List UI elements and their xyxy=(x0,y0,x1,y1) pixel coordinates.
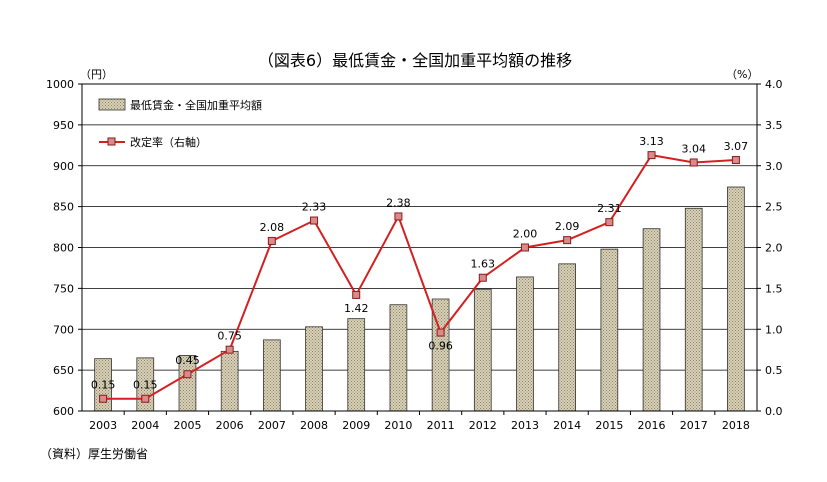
bar xyxy=(347,318,366,412)
data-label: 1.63 xyxy=(471,258,496,271)
line-marker xyxy=(520,243,529,252)
left-axis: 600 650 700 750 800 850 900 950 1000 xyxy=(46,78,82,418)
bar xyxy=(389,304,408,412)
line-marker xyxy=(478,273,487,282)
legend: 最低賃金・全国加重平均額 改定率（右軸） xyxy=(98,98,262,149)
data-label: 2.09 xyxy=(555,220,580,233)
line-marker xyxy=(647,151,656,160)
right-tick-label: 0.0 xyxy=(765,405,783,418)
x-tick-label: 2018 xyxy=(722,419,750,432)
bar-series xyxy=(94,186,745,412)
legend-bar-swatch xyxy=(98,98,126,111)
x-tick-label: 2016 xyxy=(638,419,666,432)
line-marker xyxy=(225,345,234,354)
data-label: 0.15 xyxy=(91,379,116,392)
right-tick-label: 2.0 xyxy=(765,242,783,255)
line-series: 0.15 0.15 0.45 0.75 2.08 2.33 1.42 2.38 0.96 1.63… xyxy=(91,135,749,403)
left-axis-unit: （円） xyxy=(80,68,113,81)
bar xyxy=(263,339,281,412)
data-label: 2.31 xyxy=(597,202,622,215)
line-marker xyxy=(267,236,276,245)
left-tick-label: 950 xyxy=(53,119,74,132)
line-marker xyxy=(183,370,192,379)
x-tick-label: 2013 xyxy=(511,419,539,432)
line-marker xyxy=(394,212,403,221)
right-tick-label: 0.5 xyxy=(765,364,783,377)
data-label: 1.42 xyxy=(344,302,369,315)
x-tick-label: 2015 xyxy=(595,419,623,432)
x-tick-label: 2008 xyxy=(300,419,328,432)
x-tick-label: 2014 xyxy=(553,419,581,432)
left-tick-label: 1000 xyxy=(46,78,74,91)
data-label: 0.45 xyxy=(175,354,200,367)
data-label: 2.08 xyxy=(260,221,285,234)
legend-line-marker xyxy=(107,137,116,146)
data-label: 0.75 xyxy=(217,330,242,343)
right-tick-label: 4.0 xyxy=(765,78,783,91)
legend-line-label: 改定率（右軸） xyxy=(130,135,207,149)
x-tick-label: 2009 xyxy=(342,419,370,432)
line-marker xyxy=(563,236,572,245)
right-tick-label: 2.5 xyxy=(765,201,783,214)
bar xyxy=(473,288,492,412)
x-tick-label: 2003 xyxy=(89,419,117,432)
line-marker xyxy=(689,158,698,167)
right-tick-label: 3.5 xyxy=(765,119,783,132)
line-marker xyxy=(99,394,108,403)
left-tick-label: 600 xyxy=(53,405,74,418)
x-tick-label: 2004 xyxy=(131,419,159,432)
bar xyxy=(642,228,661,412)
x-tick-label: 2017 xyxy=(680,419,708,432)
line-marker xyxy=(436,328,445,337)
x-tick-label: 2005 xyxy=(173,419,201,432)
data-label: 3.13 xyxy=(639,135,664,148)
bar xyxy=(558,263,576,412)
left-tick-label: 700 xyxy=(53,323,74,336)
bar xyxy=(684,207,703,412)
x-tick-label: 2012 xyxy=(469,419,497,432)
right-tick-label: 1.5 xyxy=(765,282,783,295)
data-label: 2.33 xyxy=(302,201,327,214)
right-axis-unit: （%） xyxy=(726,68,758,81)
source-note: （資料）厚生労働省 xyxy=(40,447,149,461)
bar xyxy=(727,186,745,412)
bar xyxy=(516,276,534,412)
x-tick-label: 2007 xyxy=(258,419,286,432)
data-label: 2.00 xyxy=(513,228,538,241)
x-tick-label: 2006 xyxy=(216,419,244,432)
x-tick-label: 2010 xyxy=(384,419,412,432)
legend-bar-label: 最低賃金・全国加重平均額 xyxy=(130,98,262,112)
left-tick-label: 850 xyxy=(53,201,74,214)
bar xyxy=(220,350,239,412)
line-marker xyxy=(310,216,319,225)
chart-title: （図表6）最低賃金・全国加重平均額の推移 xyxy=(258,51,572,70)
data-label: 0.96 xyxy=(428,340,453,353)
bar xyxy=(600,248,619,412)
left-tick-label: 800 xyxy=(53,242,74,255)
line-marker xyxy=(352,290,361,299)
right-tick-label: 3.0 xyxy=(765,160,783,173)
line-marker xyxy=(605,218,614,227)
x-tick-label: 2011 xyxy=(427,419,455,432)
line-marker xyxy=(141,394,150,403)
line-marker xyxy=(731,156,740,165)
left-tick-label: 650 xyxy=(53,364,74,377)
bar xyxy=(305,326,323,412)
data-label: 3.07 xyxy=(724,140,749,153)
data-label: 0.15 xyxy=(133,379,158,392)
line-path xyxy=(103,154,736,400)
x-axis: 2003 2004 2005 2006 2007 2008 2009 2010 2011 2012… xyxy=(89,411,750,432)
data-label: 3.04 xyxy=(681,142,706,155)
right-axis: 0.0 0.5 1.0 1.5 2.0 2.5 3.0 3.5 4.0 xyxy=(757,78,783,418)
data-label: 2.38 xyxy=(386,196,411,209)
left-tick-label: 750 xyxy=(53,282,74,295)
right-tick-label: 1.0 xyxy=(765,323,783,336)
left-tick-label: 900 xyxy=(53,160,74,173)
gridlines xyxy=(82,124,757,371)
